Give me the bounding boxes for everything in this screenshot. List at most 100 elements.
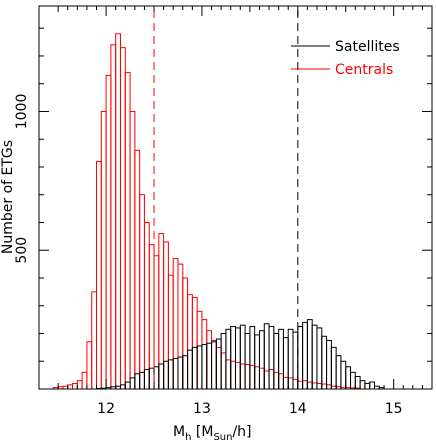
satellites-bar bbox=[182, 355, 189, 390]
centrals-bar bbox=[239, 363, 246, 390]
centrals-bar bbox=[230, 360, 237, 390]
satellites-bar bbox=[211, 341, 217, 390]
centrals-bar bbox=[67, 384, 74, 390]
satellites-bar bbox=[187, 349, 193, 390]
centrals-bar bbox=[143, 221, 150, 390]
satellites-bar bbox=[268, 326, 275, 390]
centrals-bar bbox=[263, 370, 270, 390]
satellites-bar bbox=[235, 327, 241, 390]
satellites-bar bbox=[206, 342, 213, 390]
centrals-bar bbox=[287, 377, 294, 390]
satellites-bar bbox=[191, 346, 198, 390]
satellites-bar bbox=[297, 326, 304, 390]
centrals-bar bbox=[225, 359, 232, 390]
centrals-bar bbox=[100, 110, 107, 390]
satellites-bar bbox=[124, 381, 131, 390]
centrals-bar bbox=[172, 258, 179, 390]
x-tick-label: 13 bbox=[193, 401, 211, 417]
satellites-bar bbox=[359, 380, 366, 390]
centrals-bar bbox=[177, 263, 184, 390]
satellites-bar bbox=[230, 326, 237, 390]
reference-lines bbox=[153, 10, 299, 389]
satellites-bar bbox=[273, 332, 280, 390]
centrals-bar bbox=[153, 255, 160, 390]
centrals-bar bbox=[110, 44, 117, 390]
centrals-bar bbox=[191, 296, 198, 390]
centrals-bar bbox=[201, 319, 208, 390]
centrals-bar bbox=[302, 380, 308, 390]
centrals-bar bbox=[158, 233, 165, 390]
centrals-bar bbox=[124, 72, 131, 390]
satellites-bar bbox=[254, 334, 260, 390]
centrals-bar bbox=[278, 373, 284, 390]
satellites-bar bbox=[225, 328, 232, 390]
satellites-bar bbox=[143, 369, 150, 390]
centrals-bar bbox=[119, 47, 126, 390]
satellites-bar bbox=[172, 357, 179, 390]
satellites-bar bbox=[326, 339, 332, 390]
centrals-bar bbox=[91, 291, 98, 390]
satellites-bar bbox=[263, 323, 270, 390]
satellites-bar bbox=[139, 371, 145, 390]
centrals-bar bbox=[254, 366, 260, 390]
centrals-bar bbox=[129, 110, 136, 390]
plot-frame bbox=[38, 5, 433, 390]
centrals-bar bbox=[96, 160, 102, 390]
centrals-bar bbox=[187, 294, 193, 390]
y-tick-label: 500 bbox=[14, 237, 30, 264]
centrals-bar bbox=[148, 244, 155, 390]
centrals-bar bbox=[72, 382, 78, 390]
satellites-bar bbox=[345, 366, 352, 390]
satellites-bar bbox=[177, 356, 184, 390]
centrals-bar bbox=[196, 310, 203, 390]
centrals-bar bbox=[258, 367, 265, 390]
centrals-bar bbox=[167, 274, 174, 390]
satellites-bar bbox=[220, 332, 227, 390]
satellites-bar bbox=[158, 363, 165, 390]
satellites-bar bbox=[287, 328, 294, 390]
centrals-bar bbox=[134, 149, 141, 390]
y-axis-label: Number of ETGs bbox=[0, 140, 16, 254]
x-tick-label: 12 bbox=[97, 401, 115, 417]
axis-ticks bbox=[39, 6, 432, 389]
x-tick-label: 14 bbox=[289, 401, 307, 417]
satellites-bar bbox=[129, 377, 136, 390]
centrals-bar bbox=[235, 362, 241, 390]
satellites-bar bbox=[306, 319, 313, 390]
satellites-bar bbox=[239, 324, 246, 390]
satellites-bar bbox=[316, 327, 323, 390]
legend-label-satellites: Satellites bbox=[335, 39, 400, 55]
satellites-bar bbox=[354, 376, 361, 390]
centrals-bar bbox=[321, 383, 328, 390]
satellites-bar bbox=[340, 360, 347, 390]
satellites-bar bbox=[364, 382, 371, 390]
centrals-histogram bbox=[52, 33, 361, 390]
centrals-bar bbox=[220, 352, 227, 390]
centrals-bar bbox=[76, 380, 83, 390]
satellites-bar bbox=[278, 328, 284, 390]
centrals-bar bbox=[244, 364, 251, 390]
satellites-bar bbox=[330, 346, 337, 390]
centrals-bar bbox=[211, 339, 217, 390]
satellites-bar bbox=[196, 345, 203, 390]
satellites-bar bbox=[321, 335, 328, 390]
centrals-bar bbox=[86, 341, 93, 390]
satellites-bar bbox=[249, 326, 256, 390]
legend: Satellites Centrals bbox=[291, 39, 400, 78]
centrals-bar bbox=[311, 382, 318, 390]
centrals-bar bbox=[306, 381, 313, 390]
satellites-bar bbox=[292, 331, 299, 390]
centrals-bar bbox=[139, 194, 145, 390]
centrals-bar bbox=[115, 33, 121, 390]
centrals-bar bbox=[206, 330, 213, 390]
centrals-bar bbox=[105, 74, 112, 390]
satellites-bar bbox=[311, 324, 318, 390]
y-tick-label: 1000 bbox=[14, 94, 30, 130]
centrals-bar bbox=[163, 241, 169, 390]
satellites-bar bbox=[201, 344, 208, 390]
satellites-bar bbox=[302, 321, 308, 390]
x-tick-label: 15 bbox=[385, 401, 403, 417]
satellites-bar bbox=[119, 384, 126, 390]
satellites-bar bbox=[167, 359, 174, 390]
